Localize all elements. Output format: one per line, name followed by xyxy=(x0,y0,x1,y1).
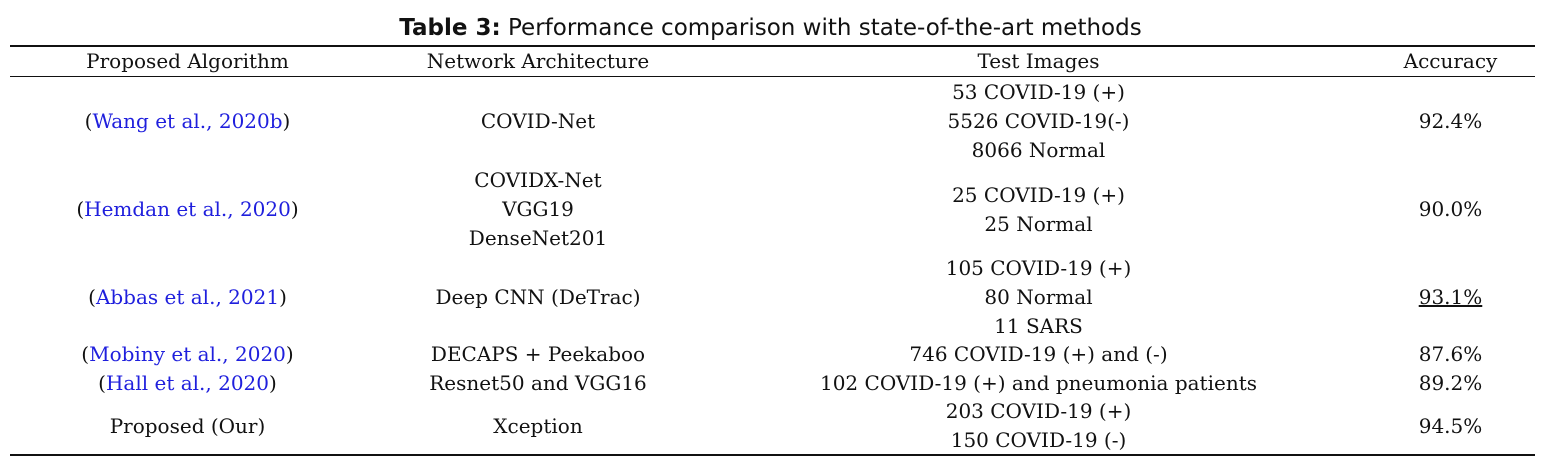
accuracy-cell: 90.0% xyxy=(1418,197,1483,221)
test-images-line: 102 COVID-19 (+) and pneumonia patients xyxy=(819,371,1258,395)
table-row: (Wang et al., 2020b) COVID-Net 53 COVID-… xyxy=(10,78,1535,165)
architecture-line: COVID-Net xyxy=(480,109,596,133)
algorithm-cell: (Abbas et al., 2021) xyxy=(88,285,287,309)
test-images-cell: 105 COVID-19 (+) 80 Normal 11 SARS xyxy=(711,254,1366,341)
accuracy-cell: 89.2% xyxy=(1418,371,1483,395)
citation-link[interactable]: Mobiny et al., 2020 xyxy=(89,342,286,366)
table-row: Proposed (Our) Xception 203 COVID-19 (+)… xyxy=(10,397,1535,455)
test-images-line: 105 COVID-19 (+) xyxy=(945,256,1132,280)
test-images-line: 203 COVID-19 (+) xyxy=(945,399,1132,423)
test-images-line: 25 Normal xyxy=(984,211,1093,236)
citation-link[interactable]: Wang et al., 2020b xyxy=(92,109,283,133)
test-images-line: 11 SARS xyxy=(994,314,1083,338)
architecture-cell: Deep CNN (DeTrac) xyxy=(365,283,711,312)
algorithm-cell: (Hall et al., 2020) xyxy=(98,371,277,395)
algorithm-cell: (Hemdan et al., 2020) xyxy=(76,197,299,221)
architecture-cell: COVID-Net xyxy=(365,107,711,136)
architecture-line: DenseNet201 xyxy=(468,226,608,250)
test-images-line: 150 COVID-19 (-) xyxy=(950,428,1127,452)
table-row: (Hall et al., 2020) Resnet50 and VGG16 1… xyxy=(10,369,1535,398)
header-network-architecture: Network Architecture xyxy=(426,49,650,73)
test-images-line: 746 COVID-19 (+) and (-) xyxy=(909,342,1168,366)
architecture-line: Deep CNN (DeTrac) xyxy=(435,285,641,309)
architecture-line: Xception xyxy=(493,413,583,438)
architecture-line: COVIDX-Net xyxy=(474,168,602,192)
header-accuracy: Accuracy xyxy=(1403,49,1498,73)
header-proposed-algorithm: Proposed Algorithm xyxy=(86,49,289,73)
test-images-line: 25 COVID-19 (+) xyxy=(952,182,1125,207)
architecture-cell: Xception xyxy=(365,412,711,441)
test-images-cell: 746 COVID-19 (+) and (-) xyxy=(711,340,1366,369)
accuracy-cell: 92.4% xyxy=(1418,109,1483,133)
test-images-line: 5526 COVID-19(-) xyxy=(947,109,1130,133)
test-images-cell: 203 COVID-19 (+) 150 COVID-19 (-) xyxy=(711,397,1366,455)
table-header-rule xyxy=(10,76,1535,77)
architecture-cell: Resnet50 and VGG16 xyxy=(365,369,711,398)
algorithm-cell: (Mobiny et al., 2020) xyxy=(81,342,294,366)
table-bottom-rule xyxy=(10,454,1535,456)
test-images-line: 80 Normal xyxy=(984,285,1093,309)
table-row: (Abbas et al., 2021) Deep CNN (DeTrac) 1… xyxy=(10,254,1535,341)
test-images-line: 8066 Normal xyxy=(971,138,1106,162)
table-caption-text: Performance comparison with state-of-the… xyxy=(508,15,1142,41)
accuracy-cell: 93.1% xyxy=(1366,283,1535,312)
table-caption-label: Table 3: xyxy=(399,15,501,41)
algorithm-cell: Proposed (Our) xyxy=(109,413,266,438)
citation-link[interactable]: Hemdan et al., 2020 xyxy=(84,197,291,221)
header-test-images: Test Images xyxy=(977,49,1100,73)
accuracy-value-underlined: 93.1% xyxy=(1418,285,1483,309)
table-header-row: Proposed Algorithm Network Architecture … xyxy=(10,47,1535,76)
algorithm-cell: (Wang et al., 2020b) xyxy=(84,109,291,133)
architecture-cell: DECAPS + Peekaboo xyxy=(365,340,711,369)
test-images-line: 53 COVID-19 (+) xyxy=(952,80,1125,104)
architecture-cell: COVIDX-Net VGG19 DenseNet201 xyxy=(365,166,711,253)
table-row: (Mobiny et al., 2020) DECAPS + Peekaboo … xyxy=(10,340,1535,369)
test-images-cell: 102 COVID-19 (+) and pneumonia patients xyxy=(711,369,1366,398)
table-row: (Hemdan et al., 2020) COVIDX-Net VGG19 D… xyxy=(10,165,1535,254)
accuracy-cell: 94.5% xyxy=(1418,413,1483,438)
table-top-rule xyxy=(10,45,1535,47)
architecture-line: Resnet50 and VGG16 xyxy=(429,371,647,395)
architecture-line: DECAPS + Peekaboo xyxy=(430,342,646,366)
test-images-cell: 53 COVID-19 (+) 5526 COVID-19(-) 8066 No… xyxy=(711,78,1366,165)
citation-link[interactable]: Hall et al., 2020 xyxy=(105,371,270,395)
accuracy-cell: 87.6% xyxy=(1418,342,1483,366)
test-images-cell: 25 COVID-19 (+) 25 Normal xyxy=(711,181,1366,239)
table-caption: Table 3: Performance comparison with sta… xyxy=(0,14,1541,42)
architecture-line: VGG19 xyxy=(502,197,574,221)
citation-link[interactable]: Abbas et al., 2021 xyxy=(95,285,280,309)
